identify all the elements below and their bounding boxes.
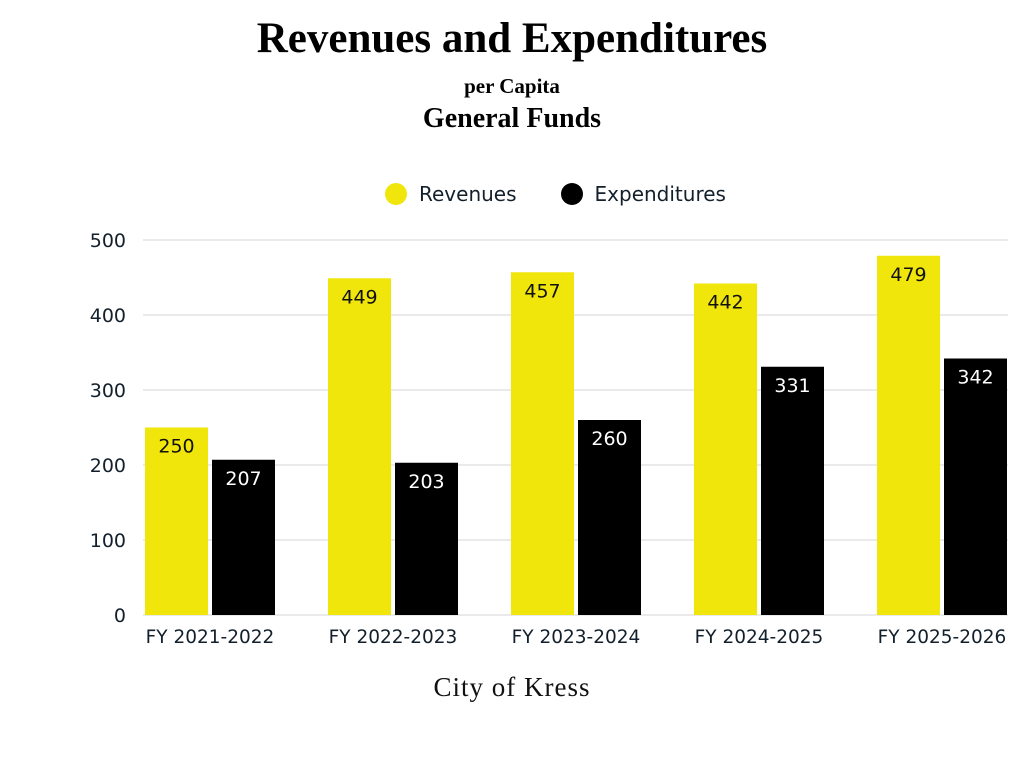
x-tick-label: FY 2025-2026 [878,627,1007,648]
x-tick-label: FY 2022-2023 [329,627,458,648]
y-tick-label: 300 [90,380,126,402]
bar-revenues [328,278,391,615]
data-label: 260 [591,428,627,450]
bar-revenues [145,427,208,615]
bar-expenditures [944,358,1007,615]
x-tick-label: FY 2021-2022 [146,627,275,648]
bar-revenues [511,272,574,615]
legend-item-revenues: Revenues [385,182,517,206]
legend-label: Expenditures [594,182,726,206]
legend-swatch-revenues [385,183,407,205]
chart-title: Revenues and Expenditures [256,15,768,62]
bar-expenditures [578,420,641,615]
legend-swatch-expenditures [560,183,583,205]
x-tick-label: FY 2023-2024 [512,627,641,648]
legend: Revenues Expenditures [385,182,770,206]
y-tick-label: 0 [114,605,126,627]
bar-revenues [694,283,757,615]
bar-expenditures [395,462,458,615]
y-tick-label: 200 [90,455,126,477]
bar-revenues [877,255,940,615]
data-label: 250 [158,436,194,458]
y-tick-label: 400 [90,305,126,327]
bar-expenditures [212,459,275,615]
data-label: 207 [225,468,261,490]
y-tick-label: 500 [90,230,126,252]
legend-label: Revenues [419,182,517,206]
legend-item-expenditures: Expenditures [560,182,726,206]
data-label: 449 [341,286,377,308]
data-label: 457 [524,280,560,302]
x-tick-label: FY 2024-2025 [695,627,824,648]
chart-subtitle-2: General Funds [422,103,602,134]
y-tick-label: 100 [90,530,126,552]
data-label: 203 [408,471,444,493]
chart-subtitle: per Capita [464,74,560,98]
data-label: 342 [957,367,993,389]
bar-expenditures [761,366,824,615]
data-label: 479 [890,264,926,286]
data-label: 331 [774,375,810,397]
chart-footer: City of Kress [433,672,591,702]
data-label: 442 [707,292,743,314]
